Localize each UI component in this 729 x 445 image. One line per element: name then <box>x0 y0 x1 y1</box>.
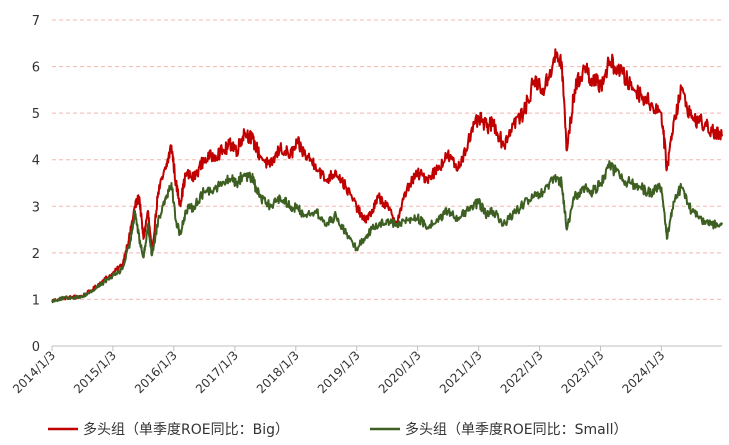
y-tick-label: 1 <box>32 293 40 308</box>
y-tick-label: 4 <box>32 154 40 169</box>
y-tick-label: 2 <box>32 247 40 262</box>
y-tick-label: 6 <box>32 61 40 76</box>
legend-item-small: 多头组（单季度ROE同比：Small） <box>370 421 627 438</box>
x-tick-label: 2021/1/3 <box>437 348 485 396</box>
x-tick-label: 2023/1/3 <box>559 348 607 396</box>
legend-label-small: 多头组（单季度ROE同比：Small） <box>405 421 627 438</box>
x-tick-label: 2018/1/3 <box>254 348 302 396</box>
y-tick-label: 3 <box>32 200 40 215</box>
series-line-small <box>51 160 723 304</box>
y-tick-label: 5 <box>32 107 40 122</box>
gridlines <box>52 19 722 300</box>
legend-item-big: 多头组（单季度ROE同比：Big） <box>48 421 289 438</box>
y-tick-label: 7 <box>32 14 40 29</box>
x-tick-label: 2014/1/3 <box>10 348 58 396</box>
y-tick-label: 0 <box>32 340 40 355</box>
x-tick-label: 2015/1/3 <box>71 348 119 396</box>
series-lines <box>51 48 723 304</box>
x-tick-label: 2020/1/3 <box>376 348 424 396</box>
legend-label-big: 多头组（单季度ROE同比：Big） <box>83 421 289 438</box>
x-tick-label: 2017/1/3 <box>193 348 241 396</box>
legend: 多头组（单季度ROE同比：Big） 多头组（单季度ROE同比：Small） <box>48 421 627 438</box>
x-tick-label: 2016/1/3 <box>132 348 180 396</box>
x-tick-label: 2022/1/3 <box>498 348 546 396</box>
x-tick-label: 2019/1/3 <box>315 348 363 396</box>
x-tick-label: 2024/1/3 <box>620 348 668 396</box>
